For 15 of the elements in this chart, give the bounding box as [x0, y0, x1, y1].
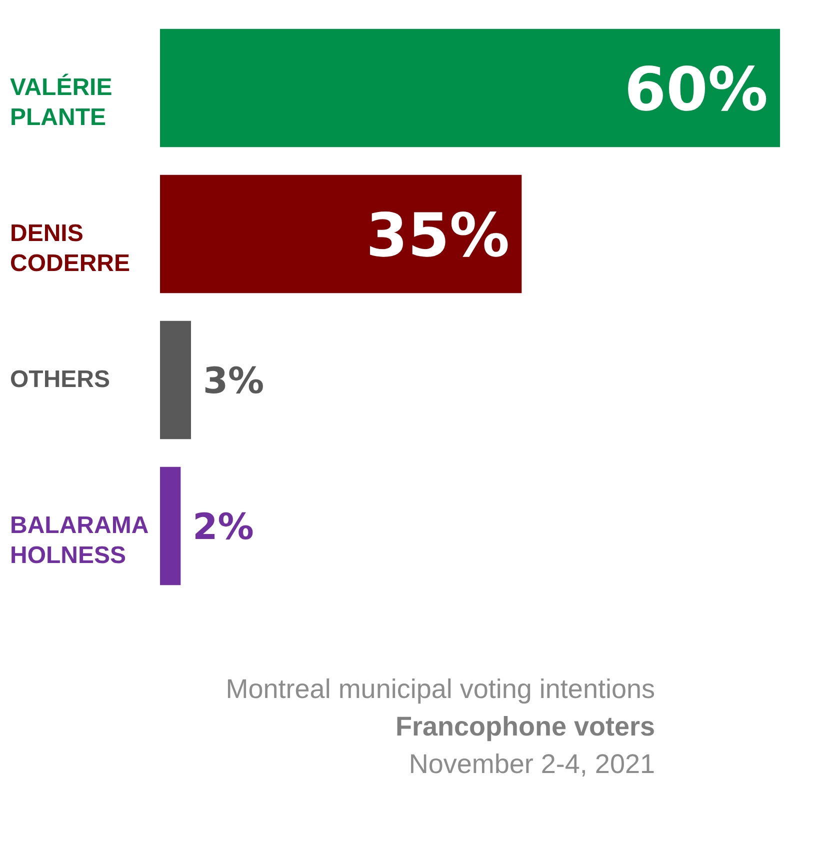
bar: [160, 320, 191, 440]
text: November 2-4, 2021: [408, 749, 655, 779]
data-label: 60%: [624, 55, 768, 125]
data-label: 2%: [192, 507, 254, 548]
data-label: 3%: [203, 361, 264, 402]
y-tick-label: BALARAMA HOLNESS: [10, 512, 149, 569]
text: Francophone voters: [395, 712, 655, 742]
data-label: 35%: [366, 201, 510, 271]
y-tick-label: OTHERS: [10, 366, 110, 393]
bar: [160, 466, 181, 586]
y-tick-label: DENIS CODERRE: [10, 220, 130, 277]
bar: [160, 174, 522, 294]
text: Montreal municipal voting intentions: [226, 674, 655, 704]
y-tick-label: VALÉRIE PLANTE: [10, 73, 112, 131]
bar: [160, 28, 780, 148]
